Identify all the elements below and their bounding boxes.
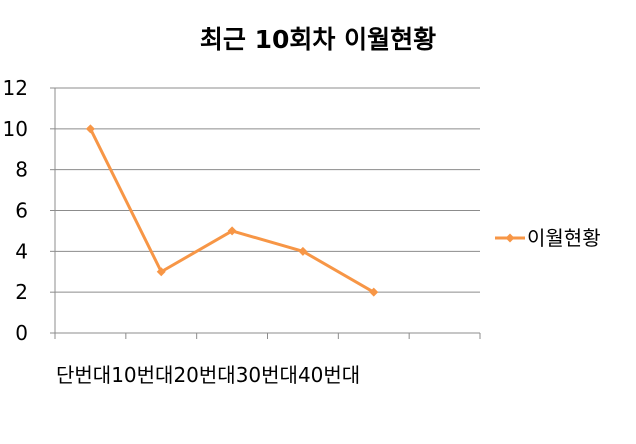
data-point [156, 267, 166, 277]
gridlines [55, 87, 480, 293]
chart-title: 최근 10회차 이월현황 [200, 25, 436, 54]
y-tick-label: 6 [15, 199, 28, 223]
legend: 이월현황 [495, 226, 601, 250]
x-tick-labels: 단번대10번대20번대30번대40번대 [56, 363, 360, 387]
x-tick-label: 단번대 [56, 363, 111, 387]
y-tick-label: 0 [15, 321, 28, 345]
data-point [227, 226, 237, 236]
y-tick-label: 12 [3, 76, 28, 100]
legend-diamond-marker [505, 233, 515, 243]
y-tick-label: 10 [3, 117, 28, 141]
data-point [369, 287, 379, 297]
legend-label: 이월현황 [527, 226, 601, 250]
data-point [85, 124, 95, 134]
x-tick-label: 40번대 [298, 363, 360, 387]
y-tick-label: 4 [15, 239, 28, 263]
x-tick-label: 10번대 [111, 363, 173, 387]
x-tick-label: 20번대 [173, 363, 235, 387]
y-tick-label: 8 [15, 158, 28, 182]
x-tick-label: 30번대 [236, 363, 298, 387]
axes: 0 2 4 6 8 10 12 단번대10번대20번대30번대40번대 [3, 76, 481, 387]
data-point [298, 246, 308, 256]
series [85, 124, 379, 297]
y-tick-label: 2 [15, 280, 28, 304]
